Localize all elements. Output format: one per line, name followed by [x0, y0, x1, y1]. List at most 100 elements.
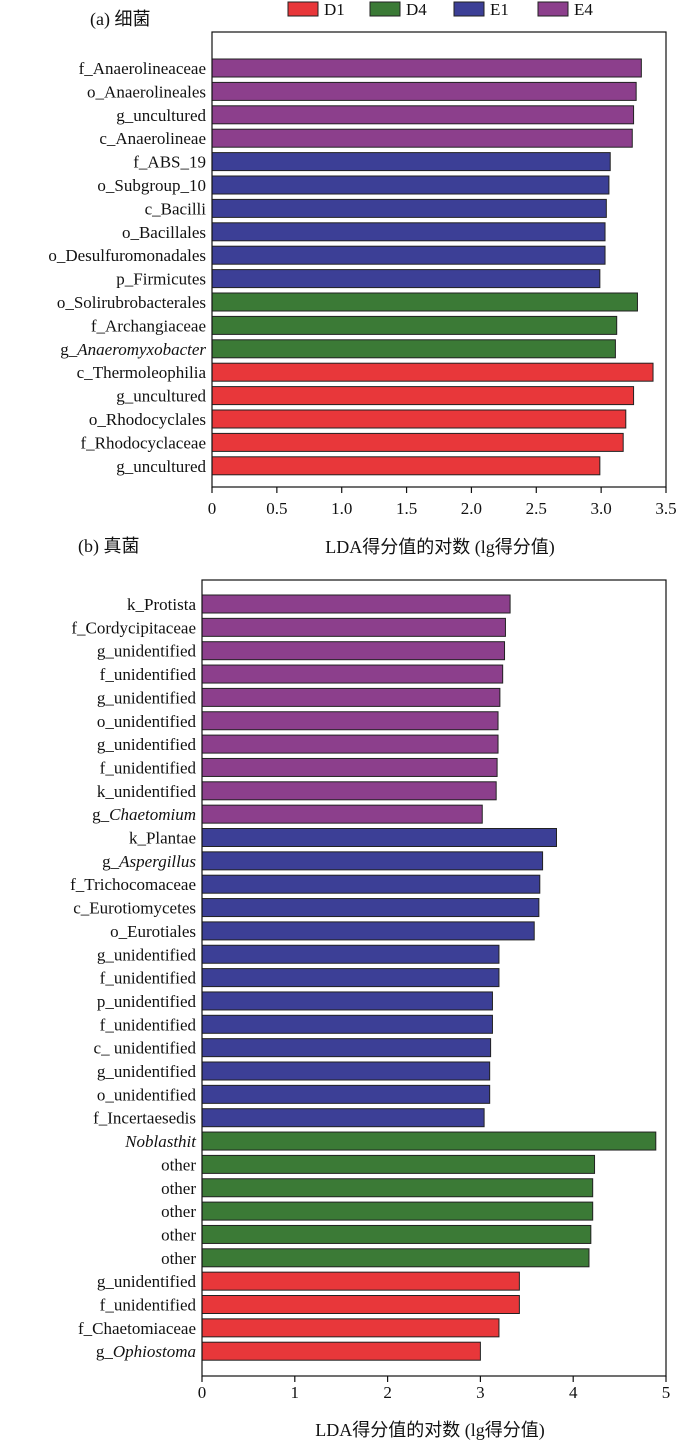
- bar-b-20: [201, 1061, 491, 1081]
- x-tick-label-a-1: 0.5: [266, 499, 287, 518]
- legend-swatch-e4: [537, 1, 569, 17]
- bar-a-14: [211, 386, 635, 406]
- bar-label-b-28: other: [161, 1249, 196, 1268]
- x-axis-label-b: LDA得分值的对数 (lg得分值): [315, 1420, 544, 1441]
- bar-b-4: [201, 687, 501, 707]
- bar-a-4: [211, 152, 611, 172]
- bar-label-b-11: g_Aspergillus: [102, 852, 196, 871]
- bar-label-a-5: o_Subgroup_10: [97, 176, 206, 195]
- bar-b-17: [201, 991, 493, 1011]
- bar-label-b-18: f_unidentified: [100, 1015, 197, 1034]
- bar-b-14: [201, 921, 535, 941]
- bar-label-b-25: other: [161, 1179, 196, 1198]
- bar-label-b-16: f_unidentified: [100, 969, 197, 988]
- bar-a-9: [211, 269, 601, 289]
- bar-a-12: [211, 339, 616, 359]
- x-tick-label-a-7: 3.5: [655, 499, 676, 518]
- bar-a-16: [211, 432, 624, 452]
- bar-label-b-6: g_unidentified: [97, 735, 197, 754]
- bar-b-18: [201, 1014, 493, 1034]
- x-tick-label-a-4: 2.0: [461, 499, 482, 518]
- bar-label-b-29: g_unidentified: [97, 1272, 197, 1291]
- bar-label-a-16: f_Rhodocyclaceae: [80, 433, 206, 452]
- panel-label-a: (a) 细菌: [90, 9, 150, 30]
- bar-b-10: [201, 828, 557, 847]
- bar-b-16: [201, 968, 500, 988]
- bar-a-15: [211, 409, 627, 429]
- bar-b-27: [201, 1224, 592, 1244]
- x-tick-label-a-5: 2.5: [526, 499, 547, 518]
- bar-label-b-12: f_Trichocomaceae: [70, 875, 196, 894]
- bar-label-b-26: other: [161, 1202, 196, 1221]
- x-tick-label-b-1: 1: [291, 1383, 300, 1402]
- bar-label-b-9: g_Chaetomium: [92, 805, 196, 824]
- bar-label-a-12: g_Anaeromyxobacter: [60, 340, 206, 359]
- bar-b-26: [201, 1201, 594, 1221]
- legend-swatch-d4: [369, 1, 401, 17]
- legend-label-d4: D4: [406, 0, 427, 19]
- bar-label-a-4: f_ABS_19: [133, 153, 206, 172]
- bar-a-0: [211, 58, 642, 78]
- bar-label-b-10: k_Plantae: [129, 829, 196, 848]
- panel-b: (b) 真菌 k_Protista f_Cordycipitaceae g_unide…: [70, 536, 670, 1441]
- legend-swatch-e1: [453, 1, 485, 17]
- bar-label-b-30: f_unidentified: [100, 1296, 197, 1315]
- bar-label-a-15: o_Rhodocyclales: [89, 410, 206, 429]
- bar-label-a-14: g_uncultured: [116, 387, 206, 406]
- bar-b-9: [201, 804, 483, 824]
- x-tick-label-b-5: 5: [662, 1383, 671, 1402]
- bar-a-5: [211, 175, 610, 195]
- x-tick-label-a-0: 0: [208, 499, 217, 518]
- x-axis-label-a: LDA得分值的对数 (lg得分值): [325, 537, 554, 558]
- bar-label-a-3: c_Anaerolineae: [99, 129, 206, 148]
- bar-b-23: [201, 1131, 657, 1151]
- bar-label-b-32: g_Ophiostoma: [96, 1342, 196, 1361]
- bar-b-32: [201, 1341, 481, 1361]
- bar-label-b-19: c_ unidentified: [94, 1039, 197, 1058]
- bar-a-7: [211, 222, 606, 242]
- bar-label-b-4: g_unidentified: [97, 688, 197, 707]
- bar-b-6: [201, 734, 499, 754]
- plot-frame-a: [211, 31, 667, 488]
- bar-label-b-31: f_Chaetomiaceae: [78, 1319, 196, 1338]
- bar-b-15: [201, 944, 500, 964]
- bar-label-a-0: f_Anaerolineaceae: [79, 59, 206, 78]
- bar-b-11: [201, 851, 544, 871]
- legend-label-e1: E1: [490, 0, 509, 19]
- bar-label-a-9: p_Firmicutes: [116, 270, 206, 289]
- bar-a-13: [211, 362, 654, 382]
- bar-b-0: [201, 594, 511, 614]
- bar-b-1: [201, 617, 506, 637]
- bar-b-8: [201, 781, 497, 801]
- bar-a-8: [211, 245, 606, 265]
- bar-label-b-21: o_unidentified: [97, 1085, 197, 1104]
- bar-label-a-6: c_Bacilli: [145, 199, 207, 218]
- bar-label-b-1: f_Cordycipitaceae: [71, 618, 196, 637]
- bar-label-a-10: o_Solirubrobacterales: [57, 293, 206, 312]
- panel-label-b: (b) 真菌: [78, 536, 140, 557]
- bar-label-b-24: other: [161, 1155, 196, 1174]
- legend-label-d1: D1: [324, 0, 345, 19]
- bar-b-24: [201, 1154, 596, 1174]
- bar-b-25: [201, 1178, 594, 1198]
- bar-b-19: [201, 1038, 492, 1058]
- bar-label-b-14: o_Eurotiales: [110, 922, 196, 941]
- bar-label-b-3: f_unidentified: [100, 665, 197, 684]
- bar-b-22: [201, 1108, 485, 1128]
- bar-b-2: [201, 641, 506, 661]
- bar-a-11: [211, 315, 618, 335]
- bar-label-b-27: other: [161, 1225, 196, 1244]
- bar-a-3: [211, 128, 633, 148]
- panel-a: (a) 细菌 f_Anaerolineaceae o_Anaerolinealesg…: [48, 9, 676, 558]
- bar-label-b-23: Noblasthit: [124, 1132, 197, 1151]
- bar-b-28: [201, 1248, 590, 1268]
- bar-label-b-17: p_unidentified: [97, 992, 197, 1011]
- x-tick-label-b-3: 3: [476, 1383, 485, 1402]
- bar-label-a-1: o_Anaerolineales: [87, 82, 206, 101]
- x-tick-label-a-6: 3.0: [591, 499, 612, 518]
- bar-label-b-22: f_Incertaesedis: [93, 1109, 196, 1128]
- bar-b-21: [201, 1084, 491, 1104]
- bar-b-3: [201, 664, 504, 684]
- bar-label-a-11: f_Archangiaceae: [91, 316, 206, 335]
